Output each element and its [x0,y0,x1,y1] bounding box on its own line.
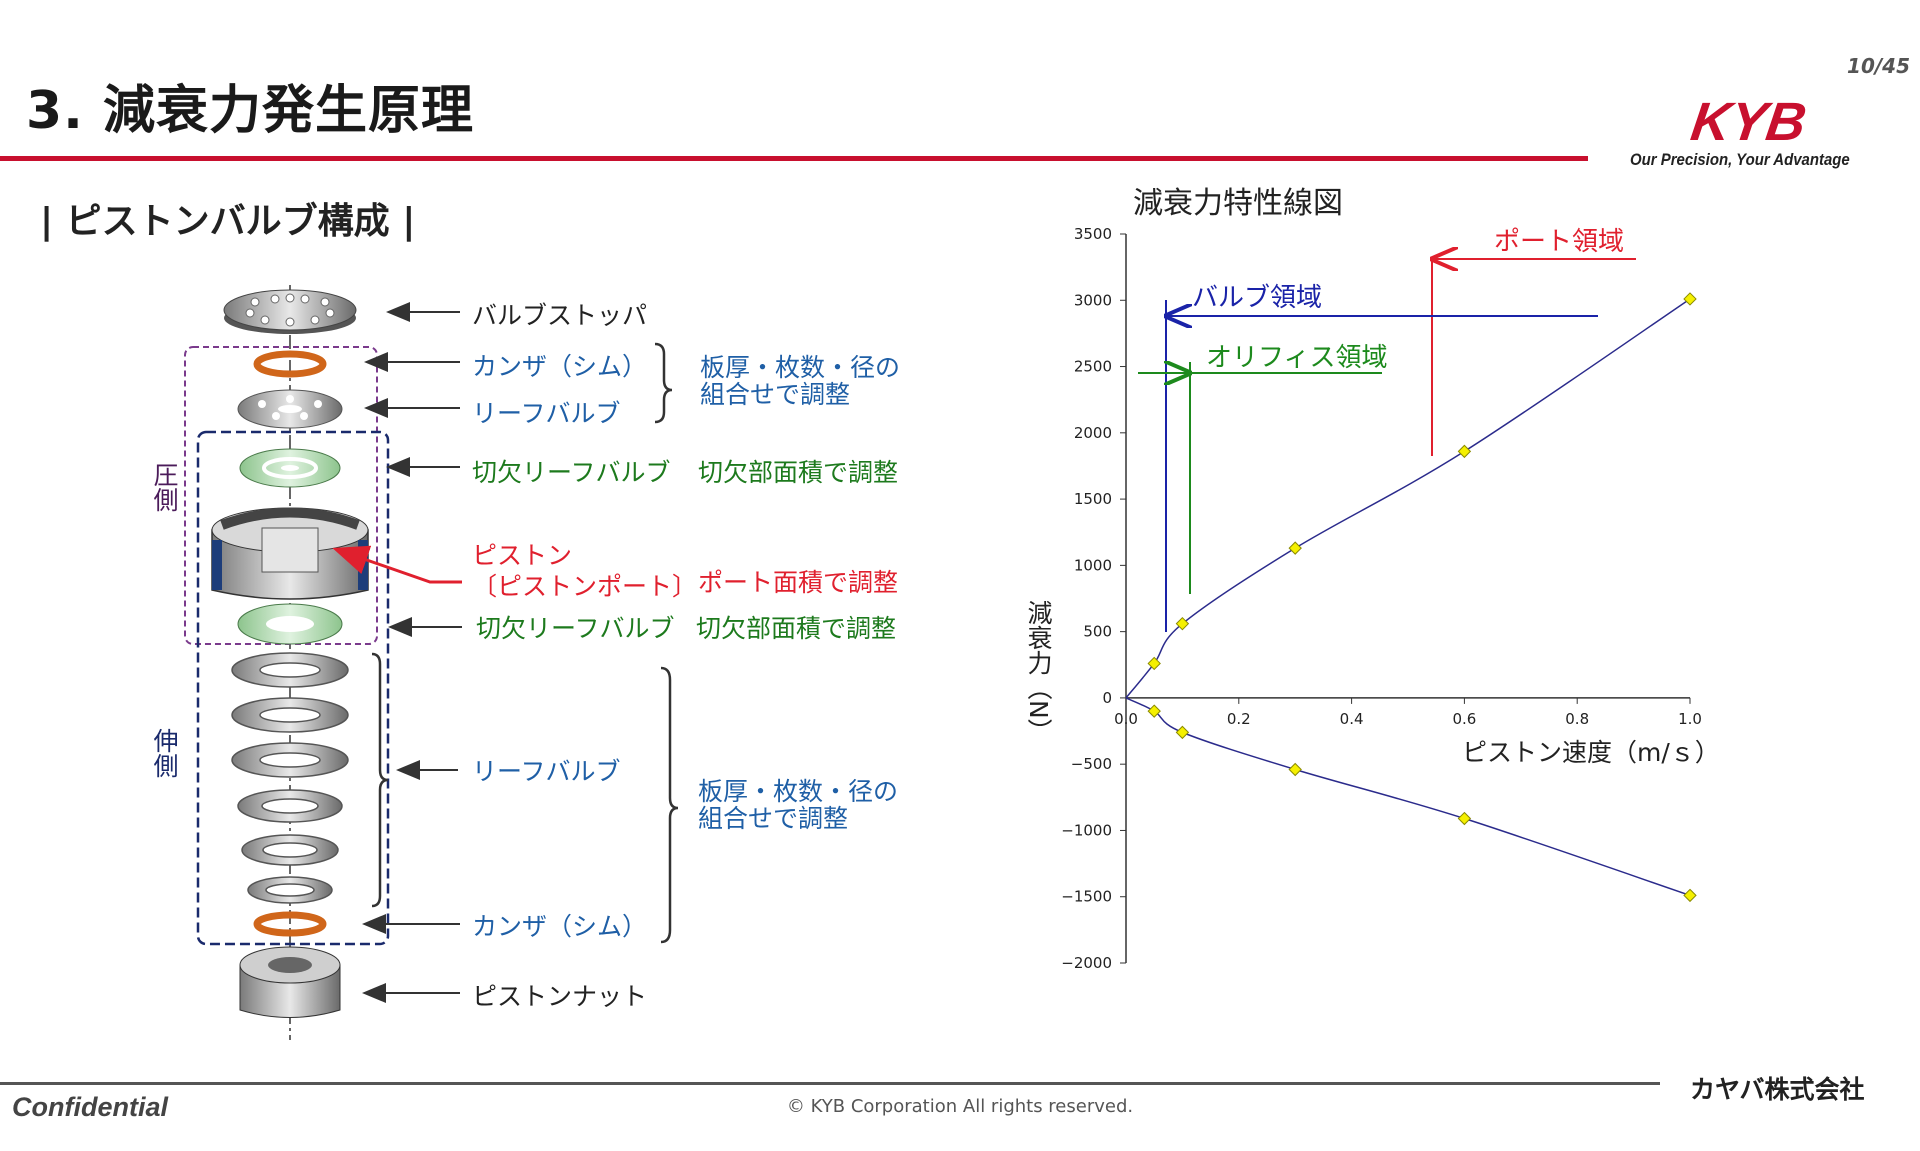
chart-region-markers [1138,258,1636,632]
confidential-label: Confidential [12,1092,168,1122]
data-point [1683,292,1697,306]
label-piston-port: 〔ピストンポート〕 [472,572,698,601]
y-tick-label: −1000 [1061,821,1112,839]
data-point [1288,541,1302,555]
x-tick-label: 1.0 [1678,710,1702,728]
page-number: 10/45 [1847,54,1910,78]
extension-side-label: 伸側 [150,728,179,778]
annotation-port-region: ポート領域 [1494,227,1625,257]
y-tick-label: 2000 [1074,424,1112,442]
leaf-valve-stack-part [231,652,349,904]
y-tick-label: 2500 [1074,358,1112,376]
x-tick-label: 0.0 [1114,710,1138,728]
label-shim-bottom: カンザ（シム） [472,912,648,941]
piston-nut-part [239,946,341,1018]
y-tick-label: −2000 [1061,954,1112,972]
damping-force-chart: 3500 3000 2500 2000 1500 1000 500 0 −500 −1000 −15… [1061,225,1702,972]
slide-title: 3. 減衰力発生原理 [26,81,475,141]
note-adjust-top-line1: 板厚・枚数・径の [700,353,901,382]
header-divider [0,156,1588,161]
annotation-orifice-region: オリフィス領域 [1206,343,1388,373]
x-tick-label: 0.6 [1452,710,1476,728]
data-point [1457,444,1472,459]
note-port-area: ポート面積で調整 [698,568,899,597]
data-point [1147,704,1161,718]
x-tick-label: 0.8 [1565,710,1589,728]
label-leaf-valve-top: リーフバルブ [472,399,621,428]
label-piston: ピストン [472,541,573,570]
label-piston-nut: ピストンナット [472,982,648,1011]
data-point [1175,725,1190,740]
label-notched-leaf-top: 切欠リーフバルブ [472,458,671,487]
data-point [1147,656,1161,671]
note-adjust-top-line2: 組合せで調整 [700,380,851,409]
note-adjust-bottom-line2: 組合せで調整 [698,804,849,833]
svg-text:KYB: KYB [1687,98,1809,148]
shim-bottom-part [253,911,327,937]
y-tick-label: 0 [1102,689,1112,707]
note-adjust-top: 板厚・枚数・径の 組合せで調整 [700,354,900,408]
notched-leaf-top-part [239,448,341,488]
notched-leaf-bottom-part [237,603,343,645]
piston-valve-diagram [184,285,679,1040]
chart-x-label: ピストン速度（m/ｓ） [1462,738,1720,767]
annotation-valve-region: バルブ領域 [1192,283,1323,313]
label-leaf-valve-bottom: リーフバルブ [472,757,621,786]
piston-part [211,507,369,600]
data-point [1683,888,1697,903]
compression-side-label: 圧側 [150,462,179,512]
chart-curves [1125,292,1697,903]
copyright-text: © KYB Corporation All rights reserved. [786,1096,1134,1117]
x-tick-label: 0.4 [1340,710,1364,728]
y-tick-label: 1000 [1074,556,1112,574]
shim-top-part [253,350,327,378]
valve-stopper-part [223,289,357,334]
y-tick-label: 3500 [1074,225,1112,243]
x-tick-label: 0.2 [1227,710,1251,728]
note-notch-area-bottom: 切欠部面積で調整 [696,614,897,643]
footer-divider [0,1082,1660,1085]
series-line-2 [1125,697,1691,897]
label-shim-top: カンザ（シム） [472,352,648,381]
kyb-logo: KYB [1652,92,1852,152]
y-tick-label: 1500 [1074,490,1112,508]
note-adjust-bottom-line1: 板厚・枚数・径の [698,777,899,806]
y-tick-label: −1500 [1061,888,1112,906]
chart-axes: 3500 3000 2500 2000 1500 1000 500 0 −500 −1000 −15… [1061,225,1702,972]
company-name: カヤバ株式会社 [1690,1075,1865,1104]
note-adjust-bottom: 板厚・枚数・径の 組合せで調整 [698,778,898,832]
y-tick-label: 500 [1083,623,1112,641]
chart-y-label: 減衰力（N） [1024,600,1053,744]
chart-title: 減衰力特性線図 [1133,186,1343,221]
leaf-valve-top-part [237,389,343,429]
y-tick-label: 3000 [1074,291,1112,309]
data-point [1457,811,1472,826]
section-title: | ピストンバルブ構成 | [40,201,416,242]
y-tick-label: −500 [1071,755,1112,773]
data-point [1288,762,1302,777]
note-notch-area-top: 切欠部面積で調整 [698,458,899,487]
label-valve-stopper: バルブストッパ [472,301,648,330]
label-notched-leaf-bottom: 切欠リーフバルブ [476,614,675,643]
data-point [1175,616,1190,631]
logo-tagline: Our Precision, Your Advantage [1630,150,1850,169]
